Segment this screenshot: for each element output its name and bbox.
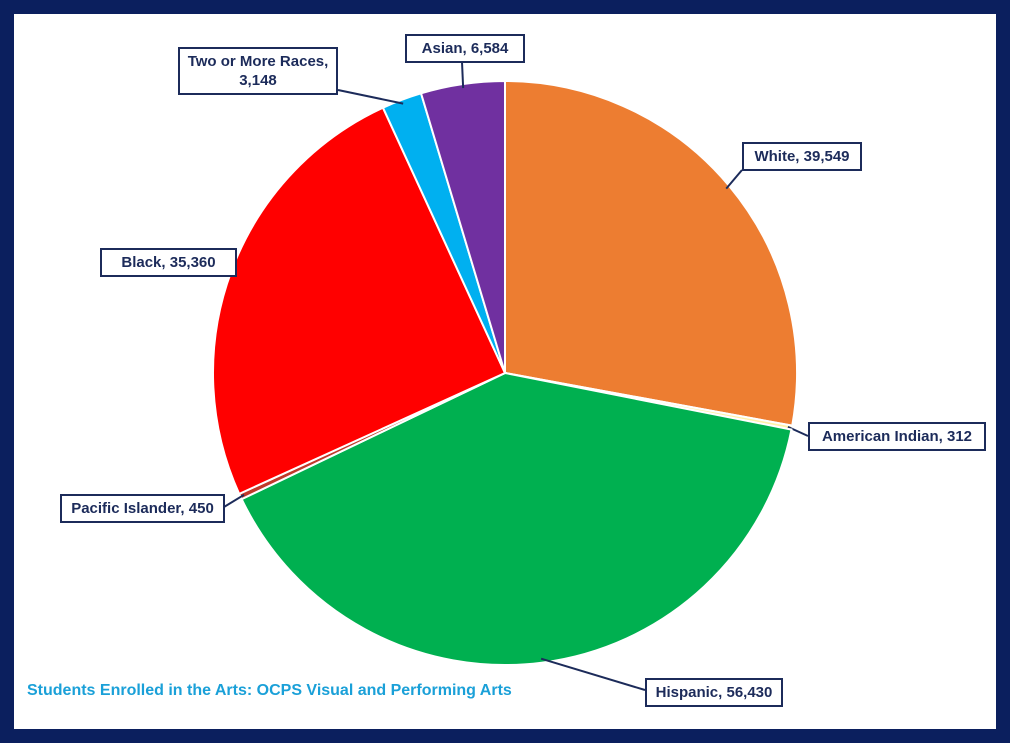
data-label: Black, 35,360	[100, 248, 237, 277]
pie-slice	[240, 371, 793, 666]
pie-slice	[504, 79, 798, 427]
leader-line	[461, 61, 465, 89]
data-label: White, 39,549	[742, 142, 862, 171]
leader-line	[725, 169, 743, 190]
data-label: Pacific Islander, 450	[60, 494, 225, 523]
data-label: Hispanic, 56,430	[645, 678, 783, 707]
chart-title: Students Enrolled in the Arts: OCPS Visu…	[27, 682, 512, 699]
data-label: Asian, 6,584	[405, 34, 525, 63]
leader-line	[540, 657, 646, 691]
data-label: Two or More Races, 3,148	[178, 47, 338, 95]
data-label: American Indian, 312	[808, 422, 986, 451]
leader-line	[787, 425, 809, 437]
leader-line	[337, 89, 404, 105]
leader-line	[223, 493, 245, 508]
